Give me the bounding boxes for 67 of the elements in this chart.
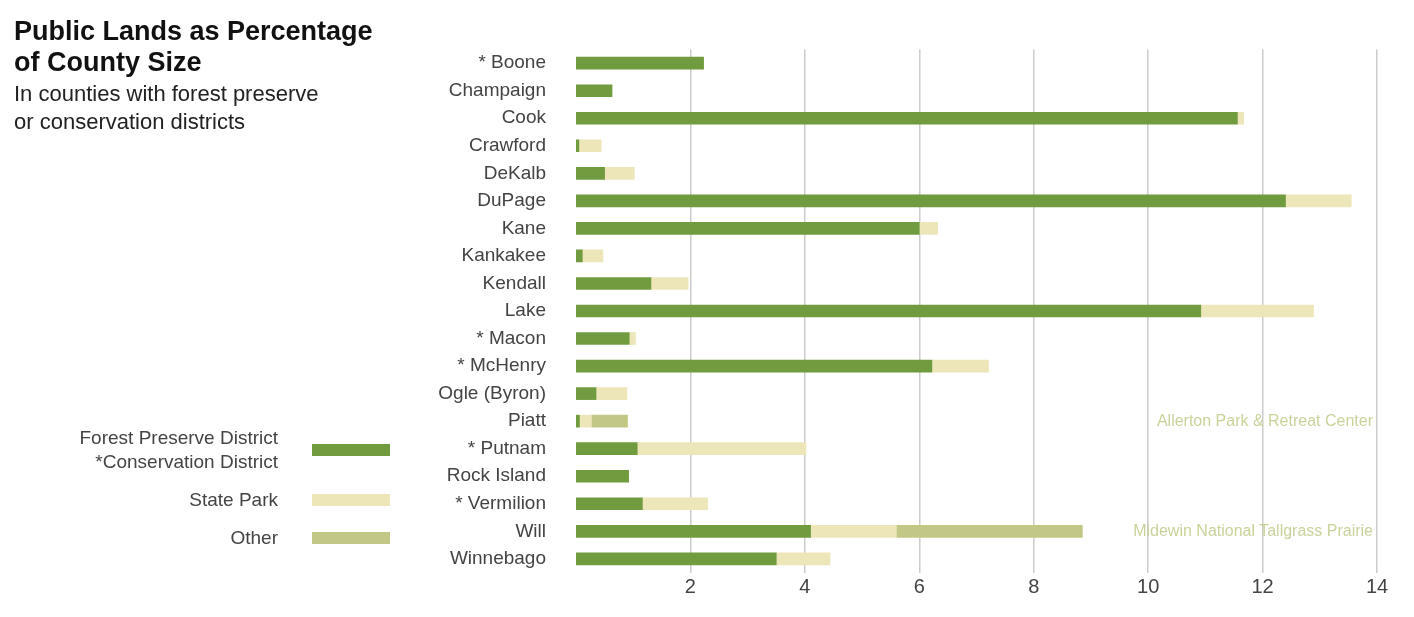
- legend-label: Forest Preserve District *Conservation District: [78, 426, 278, 474]
- y-tick-label: Lake: [504, 299, 546, 321]
- bar: [576, 111, 1238, 125]
- bar: [931, 359, 989, 373]
- y-tick-label: Kendall: [482, 271, 546, 293]
- y-tick-label: Champaign: [448, 78, 546, 100]
- y-tick-label: Rock Island: [446, 464, 546, 486]
- bar: [576, 469, 629, 483]
- bar: [1285, 194, 1352, 208]
- bar: [576, 56, 704, 70]
- x-tick-label: 6: [913, 575, 925, 598]
- bar: [576, 277, 652, 290]
- bar: [591, 414, 628, 428]
- y-tick-label: Piatt: [507, 409, 547, 431]
- bar: [576, 84, 613, 98]
- bar: [578, 139, 602, 153]
- bar: [595, 387, 628, 400]
- bar: [636, 442, 807, 456]
- y-tick-label: Crawford: [468, 134, 546, 156]
- y-tick-label: Kane: [501, 216, 546, 238]
- bar: [775, 552, 831, 566]
- bar: [576, 249, 583, 263]
- bar: [896, 524, 1083, 538]
- x-tick-label: 8: [1028, 575, 1040, 598]
- bar: [1200, 304, 1314, 318]
- y-tick-label: Ogle (Byron): [438, 381, 546, 403]
- annotation: Midewin National Tallgrass Prairie: [1133, 521, 1374, 539]
- bar: [642, 497, 708, 511]
- bar: [810, 524, 897, 538]
- y-tick-label: * Boone: [478, 51, 546, 73]
- text: In counties with forest preserve or conservation districts: [14, 80, 320, 136]
- bar: [579, 414, 592, 428]
- bar: [576, 552, 777, 566]
- y-tick-label: Winnebago: [449, 547, 546, 569]
- bar: [576, 387, 597, 400]
- x-tick-label: 2: [684, 575, 696, 598]
- y-tick-label: * Macon: [476, 326, 546, 348]
- y-tick-label: Will: [515, 519, 546, 541]
- bar: [576, 414, 580, 428]
- bar: [576, 222, 920, 235]
- x-tick-label: 12: [1251, 575, 1274, 598]
- x-tick-label: 4: [799, 575, 811, 598]
- y-tick-label: * McHenry: [457, 354, 547, 376]
- y-tick-label: Kankakee: [461, 244, 546, 266]
- bar: [576, 524, 811, 538]
- bar: [650, 277, 689, 290]
- y-tick-label: DuPage: [477, 189, 546, 211]
- bar: [918, 222, 938, 235]
- x-tick-label: 14: [1365, 575, 1389, 598]
- bar: [576, 442, 638, 456]
- text: Public Lands as Percentage of County Size: [14, 16, 374, 78]
- y-tick-label: DeKalb: [483, 161, 546, 183]
- y-tick-label: * Putnam: [467, 436, 546, 458]
- y-tick-label: Cook: [501, 106, 547, 128]
- legend-label: Other: [229, 526, 278, 550]
- bar: [576, 304, 1202, 318]
- bar: [576, 166, 605, 180]
- x-tick-label: 10: [1137, 575, 1160, 598]
- legend-label: State Park: [188, 488, 278, 512]
- bar: [576, 139, 580, 153]
- bar: [576, 497, 643, 511]
- y-tick-label: * Vermilion: [455, 491, 546, 513]
- bar: [576, 194, 1286, 208]
- annotation: Allerton Park & Retreat Center: [1156, 411, 1374, 429]
- bar: [576, 359, 933, 373]
- bar: [576, 332, 630, 345]
- bar: [604, 166, 635, 180]
